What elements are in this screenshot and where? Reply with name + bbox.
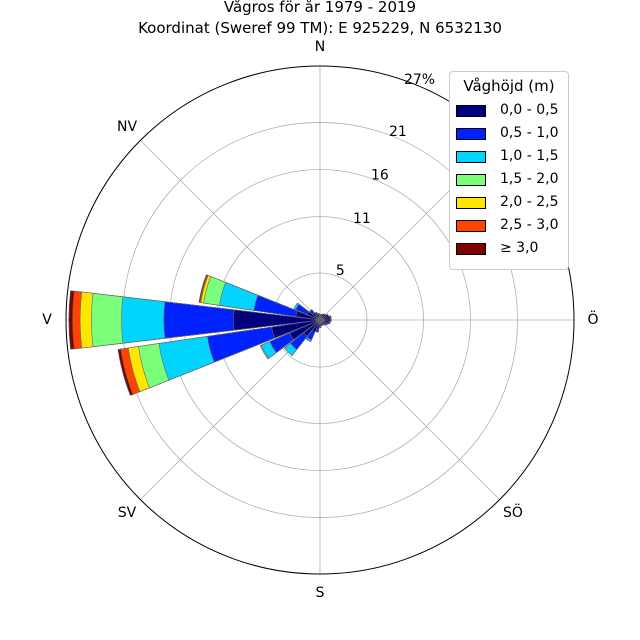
legend-swatch (456, 174, 486, 186)
wind-rose-bars (68, 274, 332, 396)
direction-label-SÖ: SÖ (503, 503, 523, 521)
spoke-gridline (140, 140, 321, 321)
legend-entry: ≥ 3,0 (456, 240, 568, 260)
direction-label-V: V (42, 312, 52, 328)
legend-swatch (456, 197, 486, 209)
legend-entry: 2,5 - 3,0 (456, 217, 568, 237)
direction-label-SV: SV (118, 505, 137, 521)
radial-tick-label: 27% (404, 72, 435, 88)
legend-swatch (456, 243, 486, 255)
direction-label-N: N (315, 39, 325, 55)
legend-swatch (456, 220, 486, 232)
legend-label: 1,0 - 1,5 (500, 148, 559, 164)
legend-entry: 2,0 - 2,5 (456, 194, 568, 214)
radial-tick-label: 21 (389, 124, 407, 140)
legend-label: 2,0 - 2,5 (500, 194, 559, 210)
legend-entry: 1,5 - 2,0 (456, 171, 568, 191)
direction-label-NV: NV (117, 119, 137, 135)
spoke-gridline (319, 319, 500, 500)
legend: Våghöjd (m) 0,0 - 0,5 0,5 - 1,0 1,0 - 1,5 1… (449, 71, 569, 270)
sector-bar-315-bin-0 (312, 312, 321, 321)
radial-tick-label: 5 (336, 263, 345, 279)
chart-subtitle: Koordinat (Sweref 99 TM): E 925229, N 65… (138, 19, 502, 37)
sector-bar-285-bin-0 (295, 310, 321, 321)
chart-title: Vågros för år 1979 - 2019 (223, 0, 417, 16)
legend-label: 2,5 - 3,0 (500, 217, 559, 233)
legend-swatch (456, 151, 486, 163)
sector-bar-300-bin-0 (306, 311, 321, 321)
legend-entry: 0,0 - 0,5 (456, 102, 568, 122)
legend-label: 0,0 - 0,5 (500, 102, 559, 118)
legend-entry: 1,0 - 1,5 (456, 148, 568, 168)
direction-label-S: S (316, 585, 325, 601)
legend-entry: 0,5 - 1,0 (456, 125, 568, 145)
sector-bar-210-bin-0 (311, 319, 321, 333)
legend-swatch (456, 128, 486, 140)
legend-swatch (456, 105, 486, 117)
legend-label: 0,5 - 1,0 (500, 125, 559, 141)
direction-label-Ö: Ö (587, 310, 598, 328)
legend-label: 1,5 - 2,0 (500, 171, 559, 187)
sector-bar-270-bin-0 (233, 309, 321, 331)
outer-circle (65, 65, 575, 575)
radial-tick-label: 11 (353, 211, 371, 227)
sector-bar-225-bin-0 (303, 319, 321, 337)
legend-label: ≥ 3,0 (500, 240, 539, 256)
legend-title: Våghöjd (m) (463, 77, 555, 95)
sector-bar-330-bin-0 (315, 312, 321, 321)
sector-bar-345-bin-0 (317, 314, 321, 321)
radial-tick-label: 16 (371, 167, 389, 183)
sector-bar-255-bin-0 (271, 319, 321, 339)
sector-bar-240-bin-0 (289, 319, 321, 341)
